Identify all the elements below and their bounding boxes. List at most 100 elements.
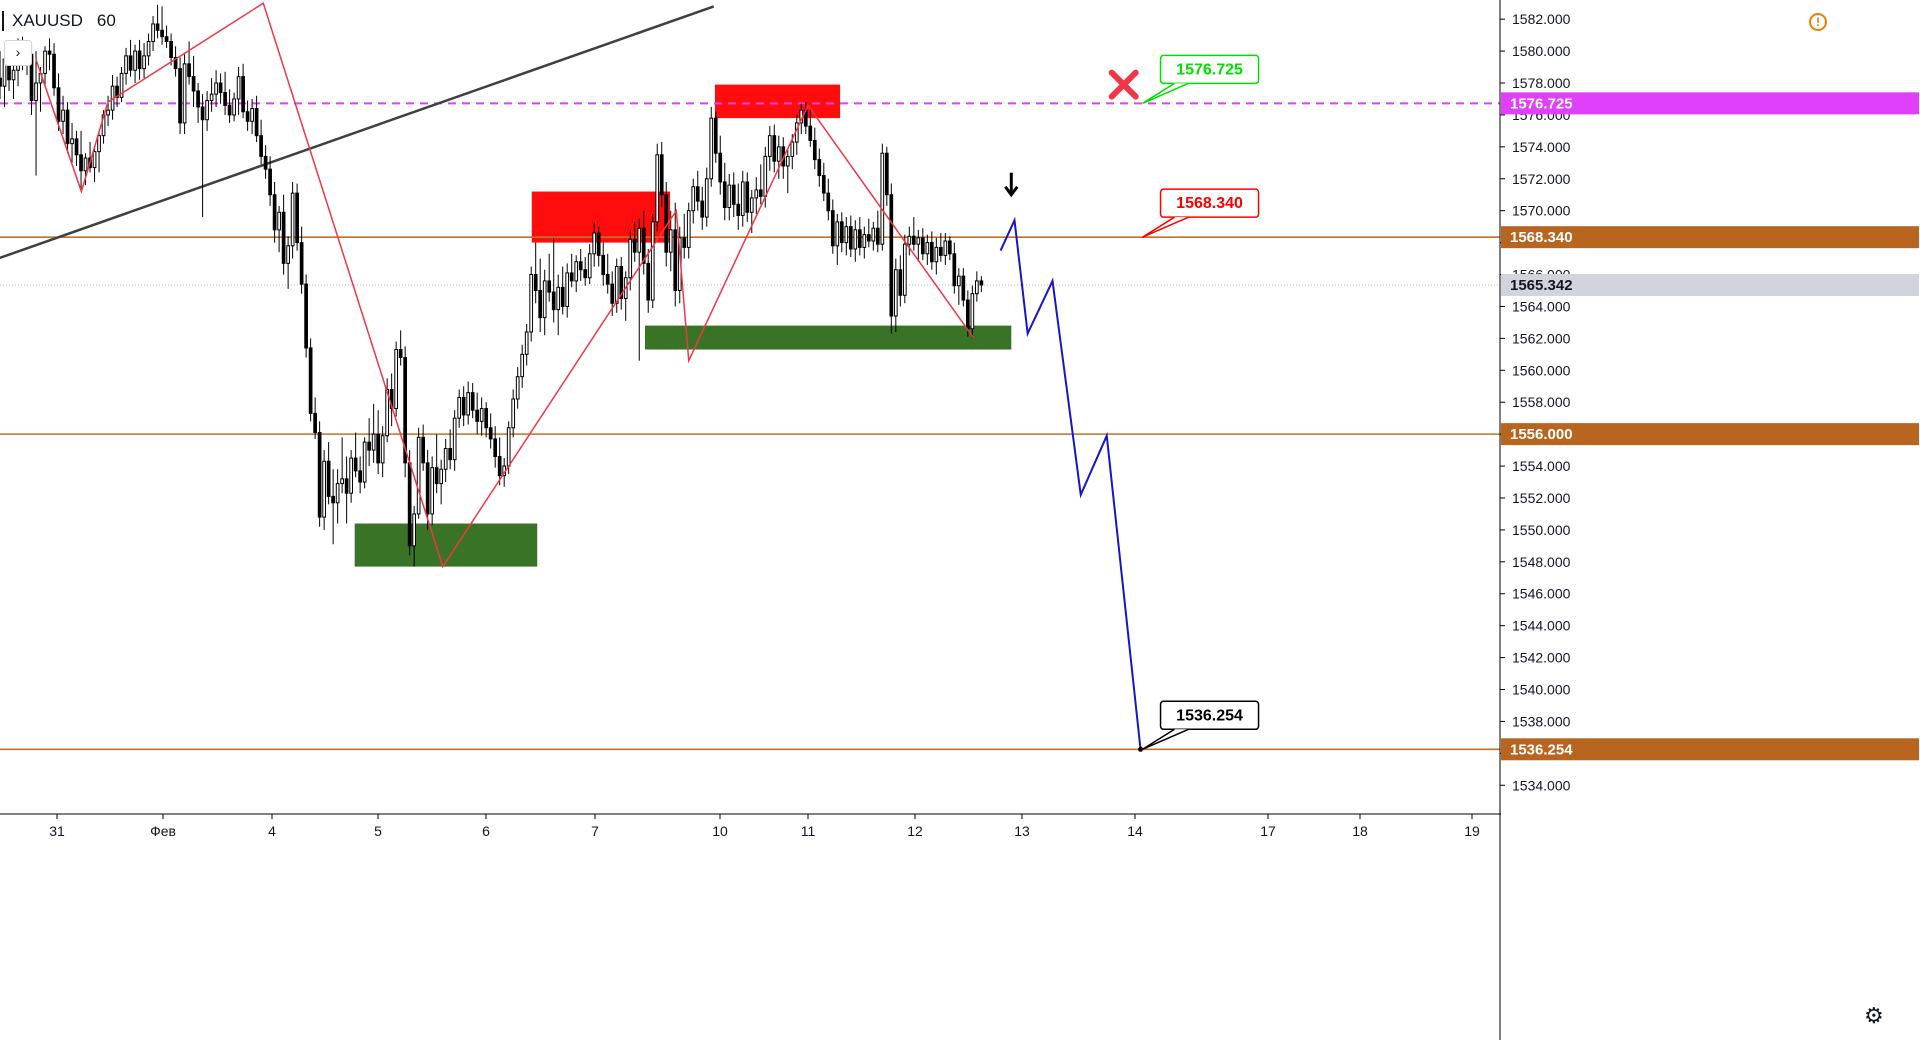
candle bbox=[416, 427, 421, 519]
candle-body bbox=[295, 192, 299, 244]
candle bbox=[560, 266, 565, 315]
trendline bbox=[0, 5, 715, 260]
trendline-layer bbox=[0, 5, 715, 260]
candle-body bbox=[268, 168, 272, 196]
candle bbox=[403, 346, 408, 478]
candle-body bbox=[299, 242, 304, 285]
candle bbox=[646, 248, 651, 313]
gear-icon[interactable]: ⚙ bbox=[1864, 1003, 1884, 1028]
candle bbox=[853, 220, 858, 262]
candle bbox=[718, 135, 723, 195]
candle bbox=[970, 285, 975, 339]
price-lines-layer bbox=[0, 102, 1500, 751]
symbol-name[interactable]: XAUUSD bbox=[12, 11, 83, 30]
legend-toggle-button[interactable]: › bbox=[4, 40, 32, 66]
candle bbox=[605, 253, 610, 294]
candle-body bbox=[308, 347, 313, 414]
candle bbox=[425, 450, 430, 530]
candle-body bbox=[745, 181, 750, 213]
candle-body bbox=[596, 232, 601, 256]
candle-body bbox=[236, 76, 241, 100]
candle-body bbox=[74, 138, 79, 156]
candle-body bbox=[407, 462, 412, 547]
candle bbox=[43, 46, 47, 85]
candle-body bbox=[529, 274, 534, 333]
price-callout: 1568.340 bbox=[1142, 188, 1260, 238]
candle bbox=[754, 177, 759, 214]
candle bbox=[79, 130, 83, 192]
candle-body bbox=[880, 152, 885, 245]
candle-body bbox=[124, 55, 128, 74]
candle-body bbox=[493, 438, 498, 457]
candle-body bbox=[479, 408, 484, 422]
candle-body bbox=[826, 192, 831, 212]
candle-body bbox=[362, 441, 367, 483]
candle bbox=[308, 338, 313, 422]
price-tick-label: 1578.000 bbox=[1512, 75, 1571, 91]
candle-body bbox=[56, 87, 61, 122]
callout-text: 1576.725 bbox=[1176, 61, 1243, 78]
candle bbox=[511, 389, 516, 438]
candle bbox=[259, 119, 263, 165]
candle-body bbox=[560, 286, 565, 307]
level-1568-axis-label: 1568.340 bbox=[1501, 226, 1919, 249]
candle-body bbox=[587, 253, 592, 279]
candle-body bbox=[317, 432, 322, 518]
candle bbox=[835, 213, 840, 265]
candle bbox=[461, 386, 466, 427]
candle-body bbox=[196, 90, 200, 108]
candle-body bbox=[214, 82, 218, 95]
candle-body bbox=[367, 441, 371, 451]
candle bbox=[281, 194, 286, 275]
callout-pointer bbox=[1142, 82, 1189, 105]
candle bbox=[457, 389, 462, 428]
chevron-right-icon: › bbox=[15, 44, 21, 60]
price-tick-label: 1560.000 bbox=[1512, 362, 1571, 378]
candle-body bbox=[497, 455, 502, 477]
candle-body bbox=[394, 349, 399, 410]
candle-body bbox=[272, 194, 277, 231]
candle bbox=[421, 424, 426, 471]
callout-pointer bbox=[1142, 216, 1189, 238]
candle bbox=[947, 236, 952, 261]
candle bbox=[565, 263, 570, 318]
price-tick-label: 1562.000 bbox=[1512, 330, 1571, 346]
candle-body bbox=[637, 227, 642, 253]
candle-body bbox=[947, 240, 952, 255]
candle-body bbox=[259, 135, 263, 157]
candle-body bbox=[952, 253, 957, 287]
callout-box bbox=[1159, 700, 1260, 731]
candle bbox=[56, 73, 61, 131]
candle bbox=[700, 186, 705, 230]
candle bbox=[236, 67, 241, 115]
candle-body bbox=[218, 82, 223, 94]
candle-body bbox=[830, 210, 835, 247]
candle bbox=[371, 403, 376, 463]
candle bbox=[736, 183, 741, 230]
projection-end-point bbox=[1138, 746, 1144, 752]
candle bbox=[124, 47, 128, 85]
candle-body bbox=[421, 436, 426, 464]
candle-body bbox=[524, 331, 529, 355]
candle-body bbox=[862, 234, 867, 248]
symbol-legend[interactable]: XAUUSD 60 bbox=[0, 8, 122, 34]
candle-body bbox=[11, 69, 16, 81]
candle-body bbox=[43, 50, 47, 74]
candle bbox=[826, 178, 831, 221]
timeframe-label[interactable]: 60 bbox=[96, 11, 116, 30]
warning-icon[interactable]: ! bbox=[1809, 13, 1827, 31]
candle bbox=[875, 210, 880, 253]
candle bbox=[866, 218, 871, 248]
candle-body bbox=[452, 417, 457, 461]
candle-body bbox=[902, 243, 907, 296]
candle-body bbox=[79, 154, 83, 172]
candle-body bbox=[511, 398, 516, 429]
candle bbox=[412, 505, 417, 567]
supply-zone-1 bbox=[531, 191, 670, 243]
candle-body bbox=[592, 232, 597, 255]
candle bbox=[547, 253, 552, 302]
candle bbox=[691, 178, 696, 224]
candle-body bbox=[578, 261, 583, 271]
